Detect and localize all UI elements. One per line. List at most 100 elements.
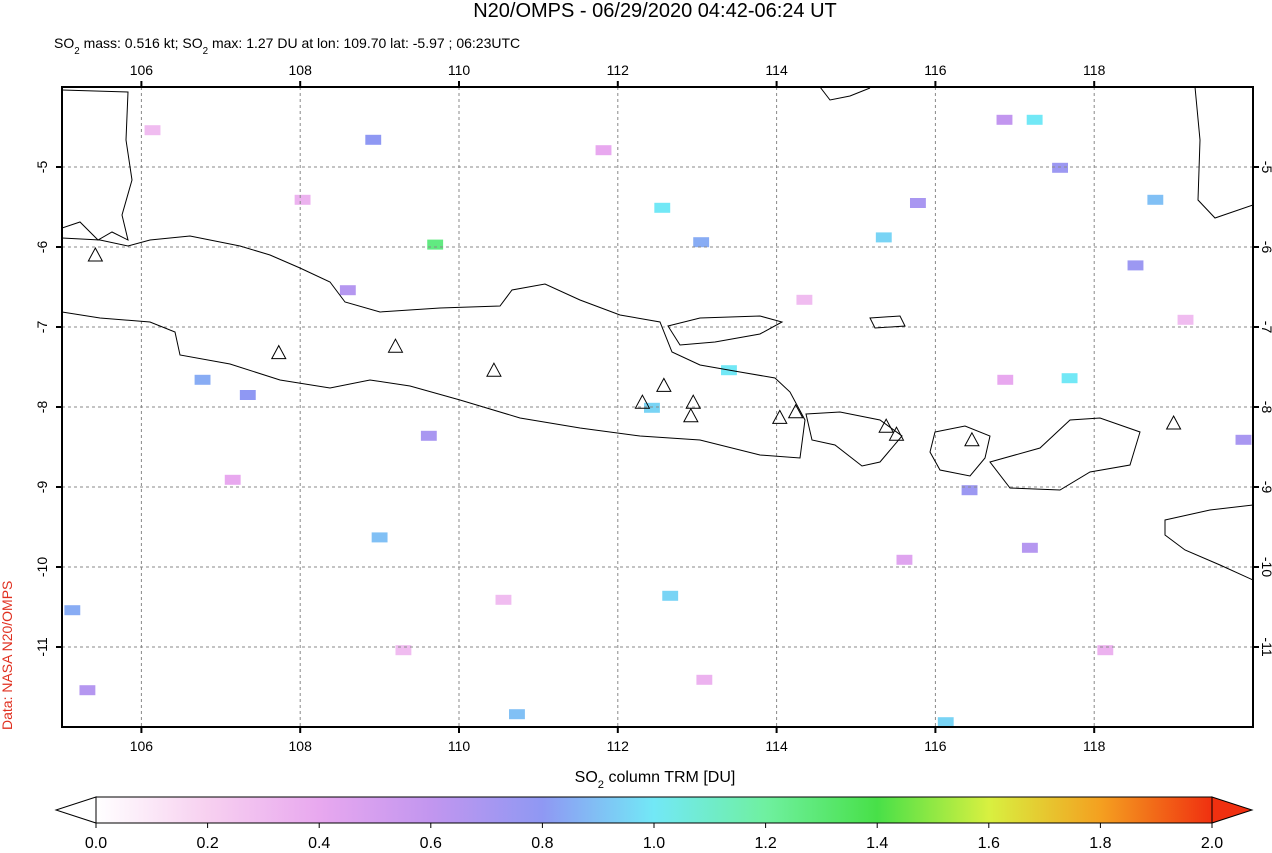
so2-cell <box>371 532 388 543</box>
so2-cell <box>395 645 412 656</box>
so2-cell <box>239 390 256 400</box>
colorbar-over <box>1211 796 1254 824</box>
y-tick-label: -9 <box>1259 481 1272 494</box>
so2-cell <box>1127 260 1144 271</box>
so2-cell <box>937 717 954 727</box>
colorbar-tick-label: 1.2 <box>754 835 776 852</box>
colorbar-tick-label: 1.6 <box>978 835 1000 852</box>
so2-cell <box>1097 645 1114 656</box>
so2-cell <box>509 709 525 720</box>
colorbar-tick-label: 1.0 <box>643 835 665 852</box>
so2-cell <box>64 605 81 616</box>
colorbar-tick-label: 0.0 <box>85 835 107 852</box>
x-tick-label: 110 <box>448 62 471 78</box>
so2-cell <box>495 594 512 605</box>
volcano <box>486 362 502 377</box>
colorbar-tick-label: 0.2 <box>196 835 218 852</box>
colorbar-tick-label: 0.6 <box>420 835 442 852</box>
x-tick-label: 114 <box>765 62 788 78</box>
y-tick-label: -10 <box>1259 557 1272 577</box>
so2-cell <box>427 239 444 250</box>
so2-cell <box>365 134 382 145</box>
x-tick-label: 108 <box>289 62 313 78</box>
text-part: mass: 0.516 kt; SO <box>80 35 203 51</box>
so2-cell <box>1052 162 1068 173</box>
so2-cell <box>961 485 978 496</box>
so2-cell <box>144 125 161 136</box>
volcano <box>888 426 905 441</box>
so2-cell <box>1026 114 1043 125</box>
so2-cell <box>662 590 679 601</box>
volcano <box>878 418 895 433</box>
volcano <box>87 246 104 262</box>
colorbar-tick-label: 0.8 <box>531 835 553 852</box>
credit: Data: NASA N20/OMPS <box>0 581 15 730</box>
so2-cell <box>339 285 356 296</box>
x-tick-label: 106 <box>130 62 154 78</box>
colorbar-under <box>54 796 97 824</box>
colorbar <box>95 796 1213 824</box>
so2-cell <box>294 194 311 205</box>
x-tick-label: 116 <box>924 62 947 78</box>
y-tick-label: -8 <box>1259 401 1272 414</box>
so2-cell <box>420 430 437 441</box>
y-tick-label: -11 <box>34 637 50 656</box>
y-tick-label: -10 <box>34 557 50 577</box>
colorbar-label: SO2 column TRM [DU] <box>575 769 736 791</box>
subscript: 2 <box>203 46 208 57</box>
so2-cell <box>1061 373 1078 384</box>
y-tick-label: -5 <box>1259 161 1272 174</box>
x-tick-label: 112 <box>607 738 630 754</box>
y-tick-label: -6 <box>34 241 50 254</box>
y-tick-label: -7 <box>34 321 50 334</box>
so2-cell <box>79 685 96 696</box>
text-part: max: 1.27 DU at lon: 109.70 lat: -5.97 ;… <box>208 35 520 51</box>
so2-cell <box>909 198 926 208</box>
so2-cell <box>896 554 913 565</box>
so2-cell <box>693 237 710 248</box>
x-tick-label: 116 <box>924 738 947 754</box>
volcano <box>771 409 788 424</box>
chart-title: N20/OMPS - 06/29/2020 04:42-06:24 UT <box>473 0 837 22</box>
x-tick-label: 114 <box>765 738 788 754</box>
subtitle: SO2 mass: 0.516 kt; SO2 max: 1.27 DU at … <box>54 35 520 57</box>
so2-cell <box>796 294 813 305</box>
x-tick-label: 118 <box>1083 738 1106 754</box>
y-tick-label: -11 <box>1259 637 1272 656</box>
coastlines <box>62 87 1253 581</box>
x-tick-label: 112 <box>607 62 630 78</box>
volcano <box>964 431 980 447</box>
y-tick-label: -9 <box>34 481 50 494</box>
y-tick-label: -7 <box>1259 321 1272 334</box>
so2-cell <box>224 474 241 485</box>
y-tick-label: -5 <box>34 161 50 174</box>
volcano <box>656 377 672 392</box>
text-part: column TRM [DU] <box>604 769 735 786</box>
so2-cell <box>595 145 612 156</box>
x-tick-label: 106 <box>130 738 154 754</box>
x-tick-label: 118 <box>1083 62 1106 78</box>
so2-cell <box>654 202 671 213</box>
y-tick-label: -8 <box>34 401 50 414</box>
so2-cell <box>1021 542 1038 553</box>
colorbar-tick-label: 2.0 <box>1201 835 1223 852</box>
text-part: SO <box>54 35 74 51</box>
volcano <box>270 344 287 360</box>
so2-cell <box>1235 434 1252 445</box>
so2-cell <box>997 374 1014 385</box>
so2-cell <box>996 114 1013 125</box>
subscript: 2 <box>74 46 79 57</box>
volcano <box>787 403 804 419</box>
colorbar-tick-label: 1.4 <box>866 835 888 852</box>
volcano <box>1165 414 1182 430</box>
volcano <box>387 338 404 353</box>
x-tick-label: 108 <box>289 738 313 754</box>
so2-cell <box>1177 314 1194 325</box>
so2-cell <box>194 374 211 385</box>
volcano <box>634 394 651 409</box>
subscript: 2 <box>598 779 604 791</box>
volcano <box>685 394 702 409</box>
x-tick-label: 110 <box>448 738 471 754</box>
so2-cell <box>1147 194 1164 205</box>
